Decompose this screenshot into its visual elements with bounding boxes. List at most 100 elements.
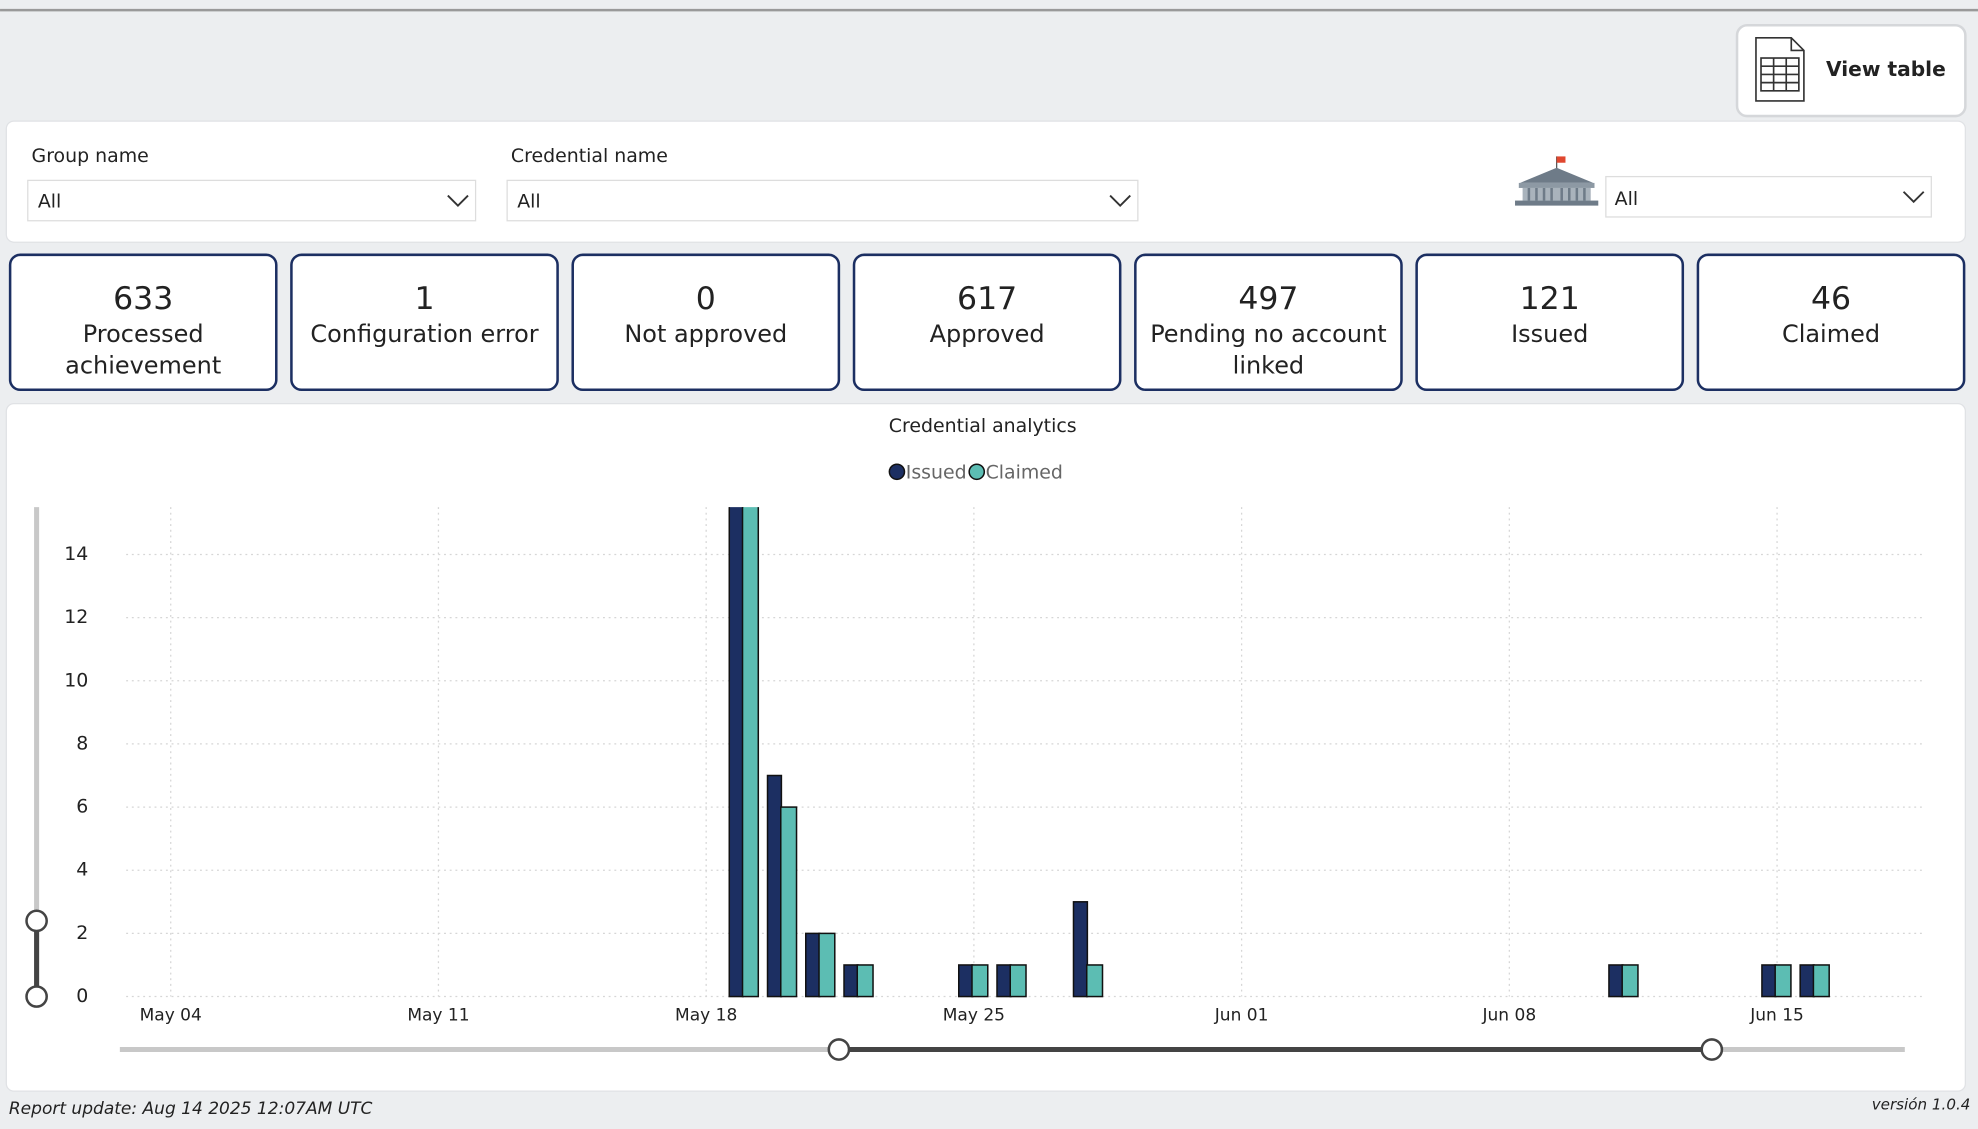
bar <box>1608 964 1624 998</box>
chart-title: Credential analytics <box>889 415 1077 437</box>
bar <box>1072 901 1089 998</box>
dropdown-value[interactable]: All <box>1615 188 1638 210</box>
kpi-card-bg <box>852 253 1122 392</box>
bars <box>728 507 1830 998</box>
filter-label: Group name <box>32 145 149 167</box>
kpi-value: 497 <box>1238 281 1298 317</box>
dropdown-box[interactable] <box>506 179 1139 222</box>
y-tick-label: 10 <box>64 669 88 691</box>
legend-label: Issued <box>906 462 967 484</box>
y-range-slider[interactable] <box>25 507 48 1008</box>
x-tick-label: May 25 <box>943 1005 1005 1025</box>
y-tick-label: 6 <box>76 796 88 818</box>
bar <box>1761 964 1777 998</box>
bar <box>766 774 783 998</box>
bar <box>971 964 989 998</box>
kpi-card: 46 Claimed <box>1696 253 1966 392</box>
legend-swatch <box>968 463 986 481</box>
y-tick-label: 4 <box>76 859 88 881</box>
kpi-label: Processed achievement <box>65 320 222 380</box>
chart: Issued Claimed 0 2 4 6 8 10 12 14 May 04 May 11 May … <box>64 462 1924 1025</box>
bar <box>856 964 874 998</box>
bar <box>741 507 760 998</box>
kpi-label-box: Claimed <box>1781 320 1881 349</box>
x-range-slider[interactable] <box>119 1038 1905 1061</box>
kpi-card-bg <box>290 253 559 392</box>
slider-handle[interactable] <box>827 1038 851 1061</box>
bar <box>728 507 744 998</box>
bar <box>818 932 836 998</box>
chart-panel <box>5 403 1966 1092</box>
kpi-card: 0 Not approved <box>571 253 841 392</box>
table-icon <box>1755 37 1805 102</box>
x-tick-label: Jun 15 <box>1749 1005 1804 1025</box>
bar <box>996 964 1012 998</box>
chevron <box>1902 191 1925 204</box>
x-tick-label: Jun 08 <box>1482 1005 1537 1025</box>
dropdown[interactable]: All <box>506 179 1139 222</box>
y-tick-label: 12 <box>64 606 88 628</box>
dropdown[interactable]: All <box>1605 175 1932 218</box>
dropdown-box[interactable] <box>1605 175 1932 218</box>
x-tick-label: Jun 01 <box>1214 1005 1269 1025</box>
bar <box>957 964 974 998</box>
bar <box>1085 964 1104 998</box>
x-tick-label: May 18 <box>675 1005 737 1025</box>
kpi-card: 617 Approved <box>852 253 1122 392</box>
bar <box>1799 964 1815 998</box>
kpi-label-box: Not approved <box>624 320 788 349</box>
legend-swatch <box>888 463 906 481</box>
legend-label: Claimed <box>986 462 1063 484</box>
y-tick-label: 2 <box>76 922 88 944</box>
chevron <box>1109 194 1131 207</box>
bar <box>843 964 859 998</box>
kpi-value: 121 <box>1520 281 1580 317</box>
kpi-label: Configuration error <box>310 320 539 349</box>
bar <box>1621 964 1639 998</box>
dropdown[interactable]: All <box>27 179 477 222</box>
kpi-label-box: Approved <box>929 320 1045 349</box>
bar <box>1009 964 1027 998</box>
kpi-card-bg <box>571 253 841 392</box>
kpi-value: 617 <box>957 281 1017 317</box>
kpi-value: 0 <box>696 281 716 317</box>
kpi-card-bg <box>1134 253 1403 392</box>
bar <box>1774 964 1792 998</box>
button-bg[interactable] <box>1735 23 1967 118</box>
dropdown-value[interactable]: All <box>517 190 540 212</box>
kpi-label: Issued <box>1511 320 1589 349</box>
kpi-label: Pending no account linked <box>1150 320 1387 380</box>
institution-icon <box>1515 156 1599 206</box>
kpi-label: Not approved <box>624 320 788 349</box>
bar <box>780 806 798 998</box>
kpi-label: Claimed <box>1781 320 1881 349</box>
kpi-label-box: Configuration error <box>310 320 539 349</box>
kpi-label-box: Pending no account linked <box>1150 320 1387 380</box>
view-table-button[interactable]: View table <box>1735 23 1967 118</box>
kpi-value: 46 <box>1811 281 1851 317</box>
kpi-label: Approved <box>929 320 1045 349</box>
bar <box>805 932 821 998</box>
chevron <box>447 194 469 207</box>
kpi-card-bg <box>1415 253 1685 392</box>
slider-handle[interactable] <box>25 985 48 1008</box>
slider-handle[interactable] <box>1700 1038 1724 1061</box>
slider-handle[interactable] <box>25 909 48 933</box>
kpi-card-bg <box>1696 253 1966 392</box>
kpi-value: 1 <box>414 281 434 317</box>
report-update: Report update: Aug 14 2025 12:07AM UTC <box>9 1099 373 1119</box>
y-tick-label: 0 <box>76 985 88 1007</box>
dropdown-value[interactable]: All <box>38 190 61 212</box>
kpi-value: 633 <box>113 281 173 317</box>
kpi-label-box: Processed achievement <box>65 320 222 380</box>
button-label[interactable]: View table <box>1826 57 1946 81</box>
kpi-card: 1 Configuration error <box>290 253 559 392</box>
dropdown-box[interactable] <box>27 179 477 222</box>
x-tick-label: May 11 <box>407 1005 469 1025</box>
bar <box>1812 964 1830 998</box>
kpi-card: 121 Issued <box>1415 253 1685 392</box>
